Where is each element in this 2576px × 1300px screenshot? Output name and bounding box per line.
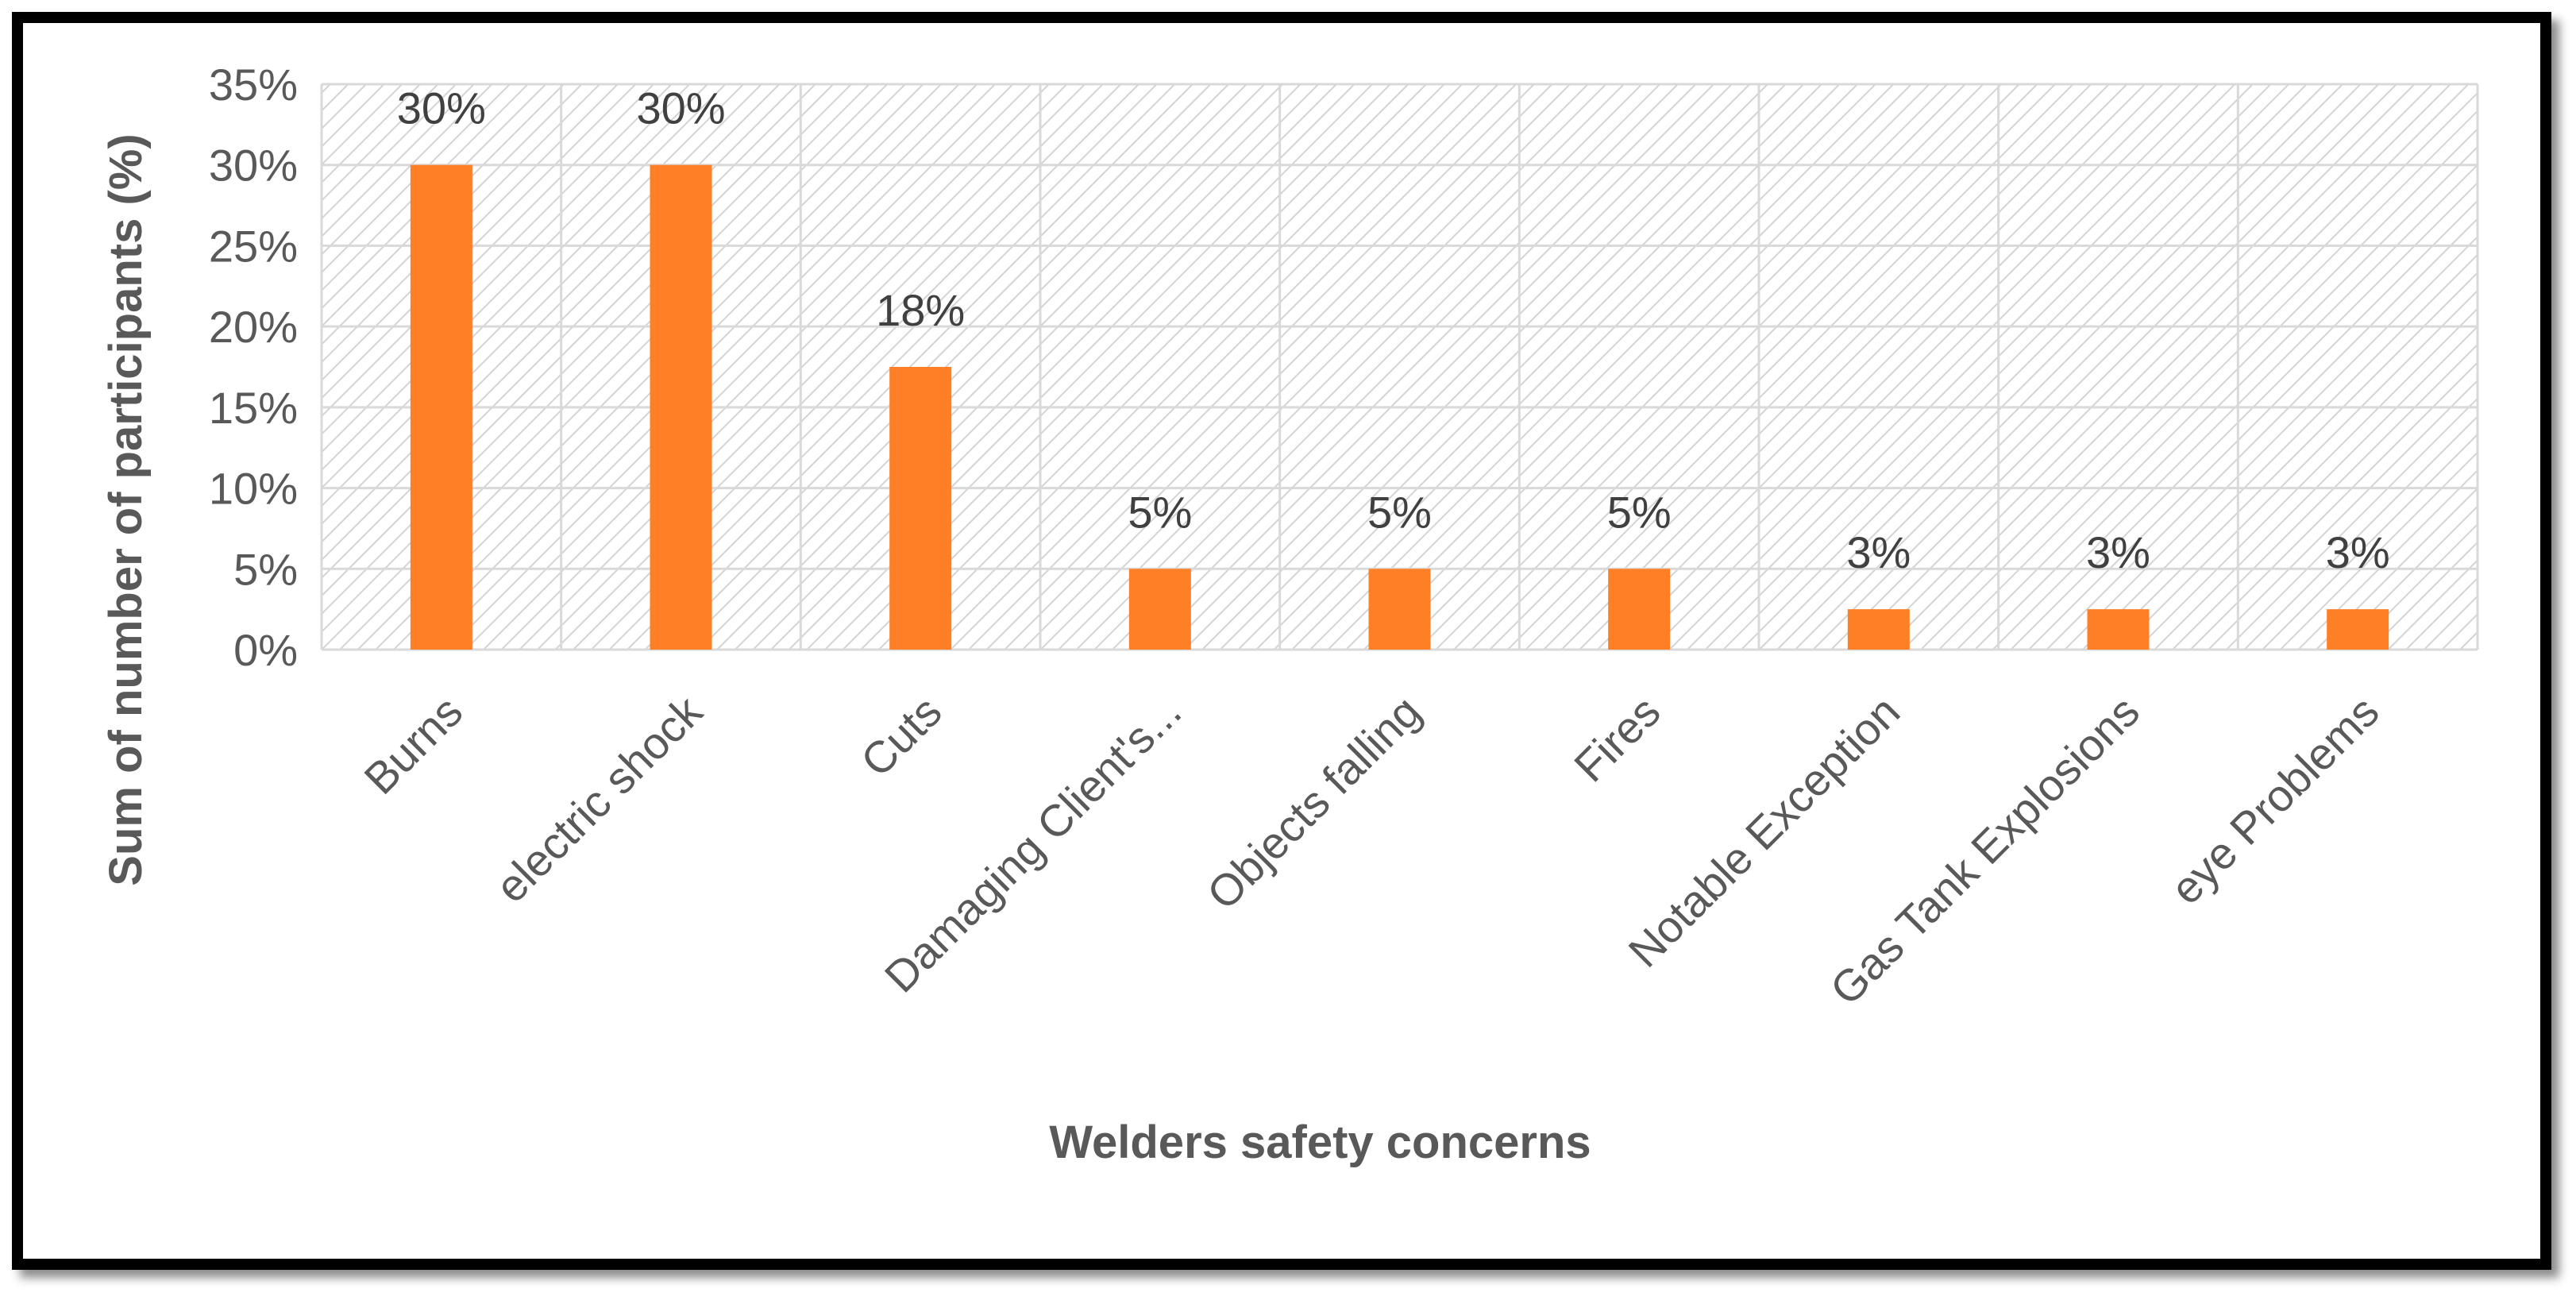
bar (1608, 569, 1671, 650)
y-tick-label: 35% (209, 60, 298, 110)
data-label: 30% (397, 83, 486, 133)
y-tick-label: 20% (209, 302, 298, 352)
y-tick-label: 0% (233, 625, 298, 675)
data-label: 5% (1367, 487, 1432, 537)
plot-area (322, 84, 2478, 650)
bar (2327, 609, 2389, 650)
data-label: 3% (2086, 527, 2150, 577)
bar (2087, 609, 2150, 650)
data-label: 3% (2326, 527, 2390, 577)
y-tick-label: 15% (209, 383, 298, 433)
data-label: 30% (636, 83, 725, 133)
bar (410, 164, 472, 650)
bar (650, 164, 712, 650)
y-axis-title: Sum of number of participants (%) (100, 133, 152, 885)
data-labels: 30% 30% 18% 5% 5% 5% 3% 3% 3% (397, 83, 2390, 577)
bar (1368, 569, 1431, 650)
data-label: 3% (1846, 527, 1911, 577)
y-tick-label: 30% (209, 141, 298, 191)
y-axis-ticks: 0% 5% 10% 15% 20% 25% 30% 35% (209, 60, 298, 675)
data-label: 18% (876, 285, 965, 335)
bar (1847, 609, 1910, 650)
data-label: 5% (1607, 487, 1672, 537)
y-tick-label: 10% (209, 464, 298, 514)
y-tick-label: 5% (233, 544, 298, 594)
bar (1128, 569, 1191, 650)
bar (889, 367, 952, 650)
data-label: 5% (1128, 487, 1192, 537)
y-tick-label: 25% (209, 221, 298, 271)
x-axis-title: Welders safety concerns (1049, 1117, 1591, 1168)
bars (410, 164, 2389, 650)
